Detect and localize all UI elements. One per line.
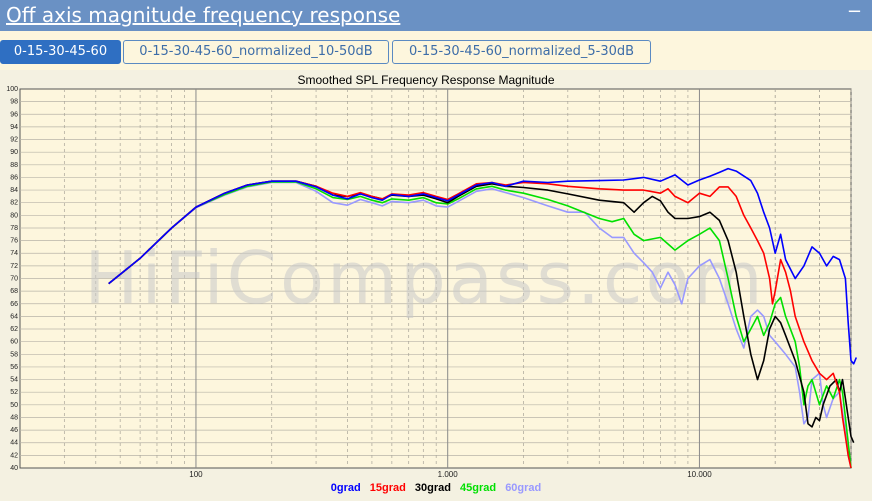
y-tick-label: 66 [10,301,18,308]
series-lines [108,167,858,469]
y-tick-label: 86 [10,174,18,181]
legend-45grad: 45grad [460,482,497,494]
y-tick-label: 74 [10,250,18,257]
y-tick-label: 92 [10,137,18,144]
y-tick-label: 64 [10,313,18,320]
y-tick-label: 54 [10,377,18,384]
tab-0-15-30-45-60[interactable]: 0-15-30-45-60 [0,40,121,64]
y-tick-label: 50 [10,402,18,409]
y-tick-label: 56 [10,364,18,371]
panel-header: Off axis magnitude frequency response − [0,0,872,31]
x-tick-labels: 100 1.000 10.000 [189,470,712,479]
y-tick-label: 100 [6,86,18,93]
legend-60grad: 60grad [505,482,542,494]
grid [20,89,852,468]
y-tick-labels: 40 42 44 46 48 50 52 54 56 58 60 62 64 66 68 70 72 74 76 78… [6,86,18,472]
y-tick-label: 70 [10,276,18,283]
y-tick-label: 60 [10,339,18,346]
y-tick-label: 84 [10,187,18,194]
legend-0grad: 0grad [330,482,361,494]
watermark: HiFiCompass.com [84,236,765,320]
y-tick-label: 88 [10,162,18,169]
x-tick-label: 100 [189,470,203,479]
y-tick-label: 48 [10,414,18,421]
y-tick-label: 40 [10,465,18,472]
y-tick-label: 68 [10,288,18,295]
legend-30grad: 30grad [414,482,451,494]
series-line-0grad [108,167,858,365]
y-tick-label: 82 [10,200,18,207]
y-tick-label: 46 [10,427,18,434]
y-tick-label: 52 [10,389,18,396]
y-tick-label: 76 [10,238,18,245]
y-tick-label: 80 [10,212,18,219]
series-line-60grad [108,181,852,469]
tab-normalized-5-30db[interactable]: 0-15-30-45-60_normalized_5-30dB [392,40,651,64]
x-tick-label: 1.000 [438,470,459,479]
y-tick-label: 98 [10,99,18,106]
y-tick-label: 72 [10,263,18,270]
panel-title-link[interactable]: Off axis magnitude frequency response [6,3,401,27]
tab-normalized-10-50db[interactable]: 0-15-30-45-60_normalized_10-50dB [123,40,389,64]
series-line-15grad [108,180,852,469]
y-tick-label: 94 [10,124,18,131]
y-tick-label: 44 [10,440,18,447]
x-tick-label: 10.000 [687,470,712,479]
y-tick-label: 58 [10,351,18,358]
y-tick-label: 62 [10,326,18,333]
chart-title: Smoothed SPL Frequency Response Magnitud… [297,73,554,87]
legend-15grad: 15grad [369,482,406,494]
legend: 0grad 15grad 30grad 45grad 60grad [0,482,872,494]
collapse-button[interactable]: − [846,1,862,22]
y-tick-label: 78 [10,225,18,232]
y-tick-label: 42 [10,452,18,459]
y-tick-label: 90 [10,149,18,156]
y-tick-label: 96 [10,111,18,118]
